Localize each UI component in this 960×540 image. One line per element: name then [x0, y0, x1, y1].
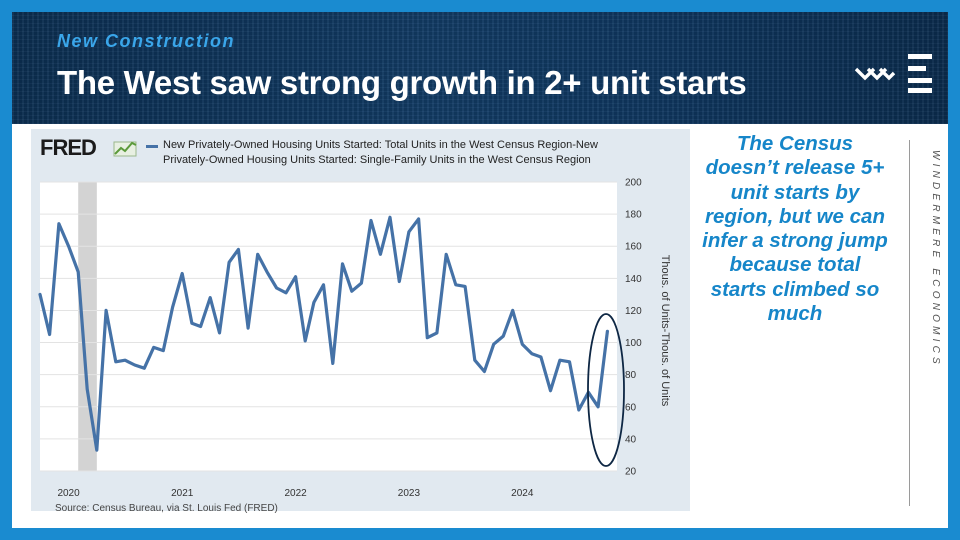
y-tick-label: 100	[625, 338, 642, 349]
divider-line	[909, 140, 910, 506]
y-tick-label: 40	[625, 434, 637, 445]
y-tick-label: 120	[625, 306, 642, 317]
slide-title: The West saw strong growth in 2+ unit st…	[57, 64, 747, 101]
highlight-ellipse	[587, 313, 625, 467]
y-tick-label: 140	[625, 274, 642, 285]
chart-source: Source: Census Bureau, via St. Louis Fed…	[55, 503, 278, 514]
y-tick-label: 20	[625, 467, 637, 478]
y-tick-label: 160	[625, 242, 642, 253]
brand-vertical-label: WINDERMERE ECONOMICS	[930, 150, 941, 368]
y-tick-label: 200	[625, 178, 642, 189]
y-tick-label: 80	[625, 370, 637, 381]
fred-graph-icon	[113, 141, 137, 157]
windermere-e-logo-icon	[908, 54, 932, 93]
x-tick-label: 2024	[511, 488, 534, 499]
y-tick-label: 180	[625, 210, 642, 221]
x-tick-label: 2023	[398, 488, 421, 499]
fred-logo: FRED	[40, 135, 97, 160]
y-axis-label: Thous. of Units-Thous. of Units	[659, 255, 671, 407]
x-tick-label: 2020	[57, 488, 80, 499]
slide-subtitle: New Construction	[57, 31, 236, 51]
side-note: The Census doesn’t release 5+ unit start…	[702, 132, 888, 326]
x-tick-label: 2021	[171, 488, 194, 499]
recession-band	[78, 182, 97, 471]
x-tick-label: 2022	[284, 488, 307, 499]
slide-header: New Construction The West saw strong gro…	[12, 12, 948, 124]
chart-legend: New Privately-Owned Housing Units Starte…	[163, 139, 598, 166]
y-tick-label: 60	[625, 402, 637, 413]
legend-swatch	[146, 145, 158, 148]
windermere-w-logo-icon	[854, 67, 896, 81]
series-line	[38, 215, 610, 452]
